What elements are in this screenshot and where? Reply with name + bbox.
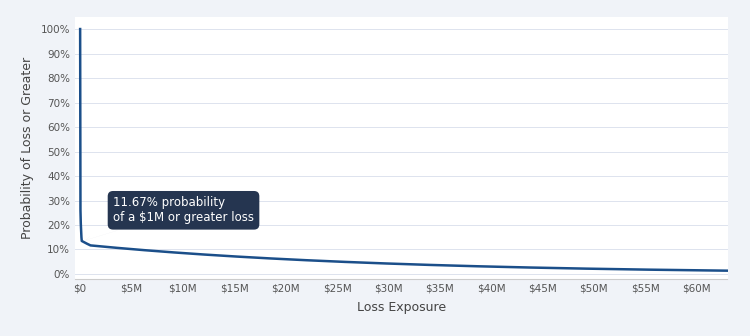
Y-axis label: Probability of Loss or Greater: Probability of Loss or Greater [21,57,34,239]
Text: 11.67% probability
of a $1M or greater loss: 11.67% probability of a $1M or greater l… [86,196,254,241]
X-axis label: Loss Exposure: Loss Exposure [357,301,446,314]
